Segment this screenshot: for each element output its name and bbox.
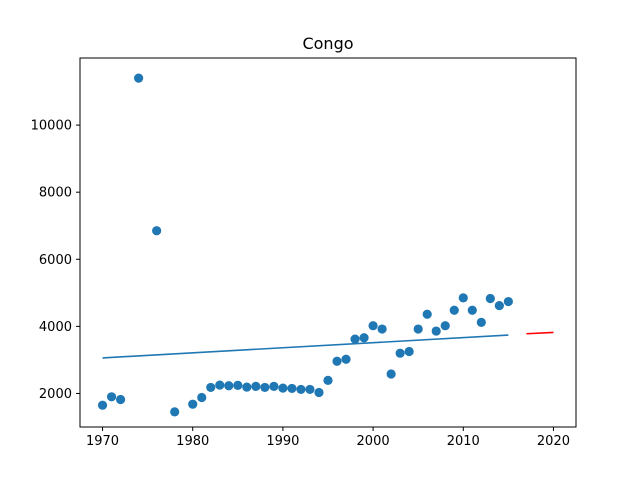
data-point [269, 381, 279, 392]
data-point [242, 382, 252, 392]
data-point [260, 382, 270, 393]
y-tick-label: 6000 [39, 253, 72, 268]
data-point [278, 383, 288, 393]
x-tick-label: 1990 [266, 434, 299, 449]
data-point [395, 348, 405, 358]
data-point [440, 321, 450, 331]
axes: 1970 1980 1990 2000 2010 2020 2000 4000 6000 8000… [31, 119, 570, 449]
data-point [188, 399, 198, 409]
data-point [134, 73, 144, 83]
data-point [350, 334, 360, 344]
data-point [503, 296, 513, 307]
data-point [494, 300, 504, 311]
y-tick-label: 8000 [39, 186, 72, 201]
x-tick-label: 1970 [86, 434, 119, 449]
data-point [106, 392, 117, 402]
data-point [404, 346, 414, 357]
data-point [467, 305, 477, 315]
data-point [485, 293, 495, 304]
y-tick-label: 10000 [31, 119, 72, 134]
plot-area [97, 73, 554, 417]
data-point [170, 407, 180, 417]
x-tick-label: 2000 [357, 434, 390, 449]
data-point [332, 356, 342, 366]
y-tick-label: 2000 [39, 387, 72, 402]
data-point [115, 394, 126, 405]
x-tick-label: 2010 [447, 434, 480, 449]
chart-title: Congo [302, 34, 353, 53]
data-point [305, 384, 315, 395]
data-point [377, 324, 387, 334]
axes-frame [79, 57, 577, 428]
data-point [422, 309, 432, 319]
data-point [197, 392, 207, 403]
trend-line [102, 334, 509, 359]
data-point [323, 375, 333, 385]
data-point [413, 324, 423, 334]
data-point [476, 317, 486, 327]
data-point [224, 381, 234, 391]
data-point [251, 381, 261, 392]
data-point [287, 383, 297, 394]
data-point [368, 321, 378, 331]
data-point [359, 333, 369, 343]
data-point [449, 305, 459, 315]
data-point [215, 380, 225, 390]
data-point [314, 387, 324, 398]
x-tick-label: 2020 [537, 434, 570, 449]
data-point [341, 354, 351, 364]
data-point [458, 293, 468, 303]
data-point [431, 326, 441, 336]
data-point [97, 400, 108, 410]
data-point [296, 384, 306, 395]
data-point [386, 369, 396, 379]
x-tick-label: 1980 [176, 434, 209, 449]
forecast-line [526, 331, 554, 335]
y-tick-label: 4000 [39, 320, 72, 335]
data-point [233, 380, 243, 391]
data-point [206, 382, 216, 393]
data-point [152, 226, 162, 236]
